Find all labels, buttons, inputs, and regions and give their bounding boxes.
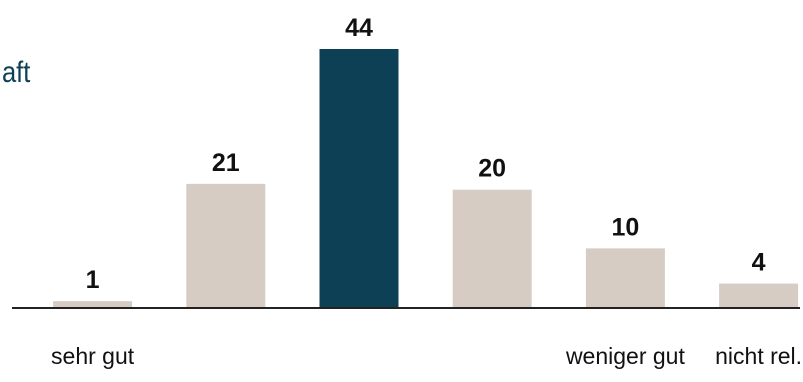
data-label-4: 20: [478, 155, 506, 183]
bar-1: [53, 301, 133, 307]
data-label-3: 44: [345, 14, 373, 42]
bar-6: [719, 283, 799, 307]
bar-4: [452, 189, 532, 307]
category-label-6: nicht rel.: [715, 343, 802, 369]
data-label-6: 4: [752, 249, 766, 277]
bar-5: [585, 248, 665, 307]
chart-title: aft: [2, 56, 31, 89]
bar-2: [186, 183, 266, 307]
category-label-1: sehr gut: [51, 343, 135, 369]
data-label-1: 1: [86, 266, 100, 294]
data-label-5: 10: [611, 213, 639, 241]
category-label-5: weniger gut: [565, 343, 686, 369]
bar-3: [319, 49, 399, 307]
data-label-2: 21: [212, 149, 240, 177]
